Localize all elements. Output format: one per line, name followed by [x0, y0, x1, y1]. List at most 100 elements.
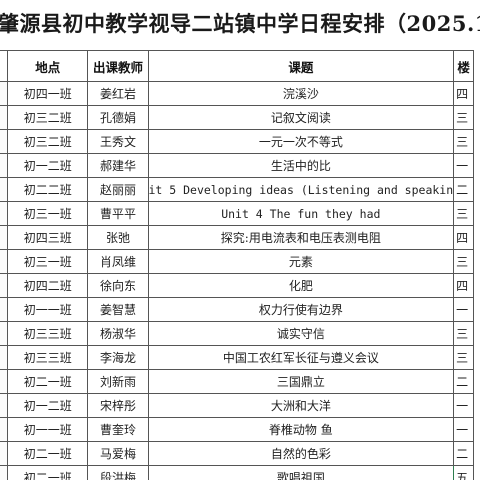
table-row: 初二一班 段洪梅 歌唱祖国五 — [0, 465, 474, 480]
location-cell: 初三三班 — [7, 345, 89, 370]
location-cell: 初三一班 — [7, 249, 89, 274]
page-title: 肇源县初中教学视导二站镇中学日程安排（2025.1 — [0, 4, 480, 44]
row-index-cell — [0, 345, 9, 370]
floor-cell: 三 — [453, 249, 474, 274]
topic-cell: Unit 4 The fun they had — [147, 201, 455, 226]
row-index-cell — [0, 393, 9, 418]
floor-cell: 一 — [453, 417, 474, 442]
row-index-cell — [0, 153, 9, 178]
table-row: 初四一班 姜红岩 浣溪沙四 — [0, 81, 474, 106]
location-cell: 初一二班 — [7, 393, 89, 418]
page-title-text: 肇源县初中教学视导二站镇中学日程安排（2025.1 — [0, 11, 480, 36]
topic-cell: 大洲和大洋 — [147, 393, 455, 418]
row-index-cell — [0, 105, 9, 130]
topic-cell: 自然的色彩 — [147, 441, 455, 466]
table-body: 初四一班 姜红岩 浣溪沙四初三二班 孔德娟 记叙文阅读三初三二班 王秀文 一元一次不等式三初… — [0, 81, 474, 480]
schedule-table: 地点 出课教师 课题 楼 初四一班 姜红岩 浣溪沙四初三二班 孔德娟 记叙文阅读三初三二… — [0, 50, 474, 480]
table-row: 初三二班 孔德娟 记叙文阅读三 — [0, 105, 474, 130]
topic-cell: it 5 Developing ideas (Listening and spe… — [147, 177, 455, 202]
teacher-cell: 张弛 — [87, 225, 149, 250]
row-index-cell — [0, 321, 9, 346]
header-row: 地点 出课教师 课题 楼 — [0, 50, 474, 82]
table-row: 初一一班 曹奎玲 脊椎动物 鱼一 — [0, 417, 474, 442]
teacher-cell: 宋梓彤 — [87, 393, 149, 418]
topic-cell: 探究:用电流表和电压表测电阻 — [147, 225, 455, 250]
header-index — [0, 50, 9, 82]
row-index-cell — [0, 441, 9, 466]
table-row: 初一二班 宋梓彤 大洲和大洋一 — [0, 393, 474, 418]
location-cell: 初二一班 — [7, 441, 89, 466]
header-teacher: 出课教师 — [87, 50, 149, 82]
table-row: 初二一班 刘新雨 三国鼎立二 — [0, 369, 474, 394]
topic-cell: 一元一次不等式 — [147, 129, 455, 154]
row-index-cell — [0, 297, 9, 322]
floor-cell: 一 — [453, 153, 474, 178]
location-cell: 初一一班 — [7, 297, 89, 322]
table-row: 初三一班 肖凤维 元素三 — [0, 249, 474, 274]
teacher-cell: 段洪梅 — [87, 465, 149, 480]
teacher-cell: 徐向东 — [87, 273, 149, 298]
header-last: 楼 — [453, 50, 474, 82]
row-index-cell — [0, 177, 9, 202]
table-row: 初四三班 张弛 探究:用电流表和电压表测电阻四 — [0, 225, 474, 250]
teacher-cell: 赵丽丽 — [87, 177, 149, 202]
teacher-cell: 曹奎玲 — [87, 417, 149, 442]
teacher-cell: 姜智慧 — [87, 297, 149, 322]
location-cell: 初一一班 — [7, 417, 89, 442]
topic-cell: 浣溪沙 — [147, 81, 455, 106]
floor-cell: 三 — [453, 105, 474, 130]
floor-cell: 二 — [453, 441, 474, 466]
location-cell: 初二一班 — [7, 465, 89, 480]
location-cell: 初三二班 — [7, 129, 89, 154]
floor-cell: 二 — [453, 369, 474, 394]
location-cell: 初三一班 — [7, 201, 89, 226]
floor-cell: 三 — [453, 321, 474, 346]
teacher-cell: 孔德娟 — [87, 105, 149, 130]
table-row: 初三二班 王秀文 一元一次不等式三 — [0, 129, 474, 154]
teacher-cell: 刘新雨 — [87, 369, 149, 394]
location-cell: 初四一班 — [7, 81, 89, 106]
location-cell: 初一二班 — [7, 153, 89, 178]
location-cell: 初二一班 — [7, 369, 89, 394]
header-location: 地点 — [7, 50, 89, 82]
teacher-cell: 杨淑华 — [87, 321, 149, 346]
row-index-cell — [0, 129, 9, 154]
teacher-cell: 曹平平 — [87, 201, 149, 226]
row-index-cell — [0, 249, 9, 274]
topic-cell: 生活中的比 — [147, 153, 455, 178]
floor-cell: 四 — [453, 81, 474, 106]
row-index-cell — [0, 81, 9, 106]
row-index-cell — [0, 273, 9, 298]
table-row: 初二二班 赵丽丽 it 5 Developing ideas (Listening … — [0, 177, 474, 202]
row-index-cell — [0, 201, 9, 226]
row-index-cell — [0, 225, 9, 250]
teacher-cell: 王秀文 — [87, 129, 149, 154]
table-row: 初四二班 徐向东 化肥四 — [0, 273, 474, 298]
floor-cell: 二 — [453, 177, 474, 202]
table-row: 初三三班 李海龙 中国工农红军长征与遵义会议三 — [0, 345, 474, 370]
table-row: 初三三班 杨淑华 诚实守信三 — [0, 321, 474, 346]
topic-cell: 脊椎动物 鱼 — [147, 417, 455, 442]
floor-cell: 三 — [453, 345, 474, 370]
table-row: 初三一班 曹平平 Unit 4 The fun they had 三 — [0, 201, 474, 226]
topic-cell: 权力行使有边界 — [147, 297, 455, 322]
teacher-cell: 姜红岩 — [87, 81, 149, 106]
schedule-sheet: 地点 出课教师 课题 楼 初四一班 姜红岩 浣溪沙四初三二班 孔德娟 记叙文阅读三初三二… — [0, 50, 480, 480]
floor-cell: 一 — [453, 393, 474, 418]
row-index-cell — [0, 369, 9, 394]
table-row: 初一二班 郝建华 生活中的比一 — [0, 153, 474, 178]
floor-cell: 五 — [453, 465, 474, 480]
topic-cell: 三国鼎立 — [147, 369, 455, 394]
table-row: 初二一班 马爱梅 自然的色彩二 — [0, 441, 474, 466]
location-cell: 初四二班 — [7, 273, 89, 298]
topic-cell: 诚实守信 — [147, 321, 455, 346]
floor-cell: 四 — [453, 225, 474, 250]
teacher-cell: 肖凤维 — [87, 249, 149, 274]
topic-cell: 化肥 — [147, 273, 455, 298]
floor-cell: 四 — [453, 273, 474, 298]
location-cell: 初三二班 — [7, 105, 89, 130]
header-topic: 课题 — [147, 50, 455, 82]
location-cell: 初四三班 — [7, 225, 89, 250]
teacher-cell: 李海龙 — [87, 345, 149, 370]
floor-cell: 一 — [453, 297, 474, 322]
